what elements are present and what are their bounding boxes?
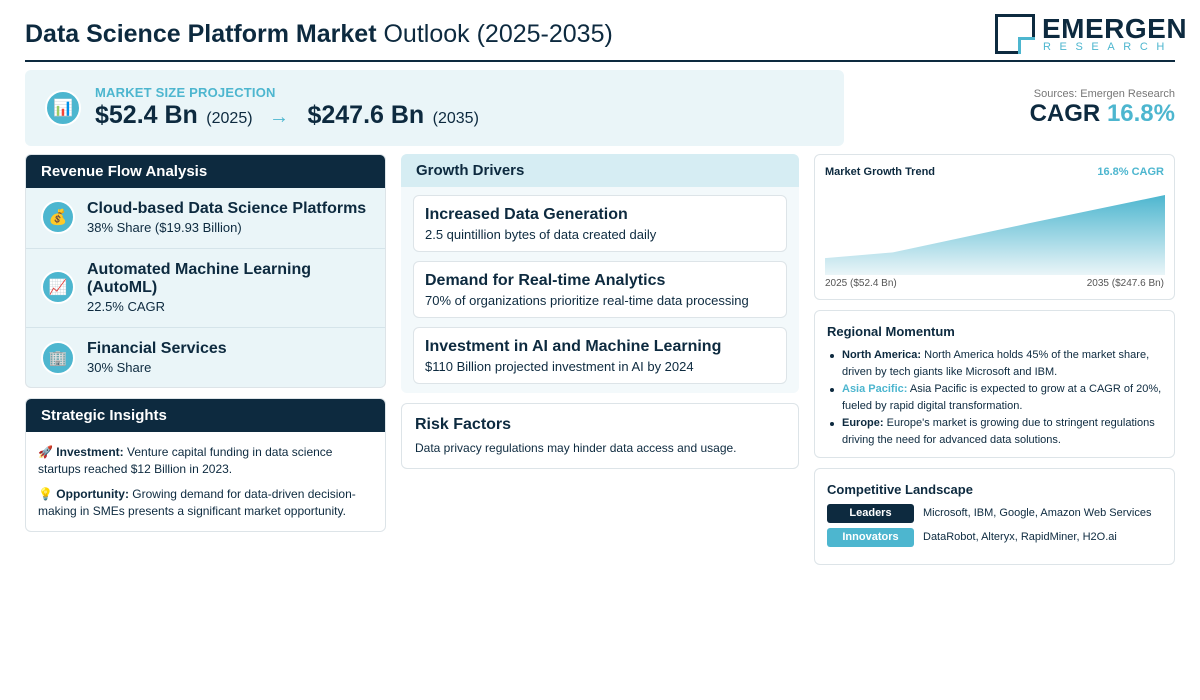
revenue-item: 📈 Automated Machine Learning (AutoML) 22… <box>26 249 385 328</box>
growth-drivers-card: Growth Drivers Increased Data Generation… <box>401 154 799 393</box>
region-name: North America: <box>842 349 922 361</box>
end-year: (2035) <box>432 110 479 127</box>
regional-momentum-card: Regional Momentum North America: North A… <box>814 310 1175 458</box>
revenue-flow-card: Revenue Flow Analysis 💰 Cloud-based Data… <box>25 154 386 388</box>
risk-sub: Data privacy regulations may hinder data… <box>415 441 737 455</box>
region-text: Europe's market is growing due to string… <box>842 417 1155 446</box>
end-value: $247.6 Bn <box>307 101 425 129</box>
insight-text: Growing demand for data-driven decision-… <box>38 487 356 518</box>
region-text: Asia Pacific is expected to grow at a CA… <box>842 383 1162 412</box>
bar-chart-icon: 📊 <box>45 90 81 126</box>
cagr-headline: CAGR 16.8% <box>1030 100 1175 128</box>
page-header: Data Science Platform Market Outlook (20… <box>25 10 1187 62</box>
risk-title: Risk Factors <box>415 416 512 433</box>
leaders-list: Microsoft, IBM, Google, Amazon Web Servi… <box>923 507 1152 519</box>
trend-start-label: 2025 ($52.4 Bn) <box>825 278 897 289</box>
insight-text: Venture capital funding in data science … <box>38 445 333 476</box>
revenue-item: 🏢 Financial Services 30% Share <box>26 328 385 387</box>
driver-sub: 2.5 quintillion bytes of data created da… <box>425 227 657 242</box>
revenue-item-title: Financial Services <box>87 340 227 357</box>
risk-factors-card: Risk Factors Data privacy regulations ma… <box>401 403 799 469</box>
sources-text: Sources: Emergen Research <box>1033 88 1175 100</box>
revenue-item-sub: 30% Share <box>87 360 152 375</box>
revenue-item-title: Automated Machine Learning (AutoML) <box>87 261 312 296</box>
driver-sub: 70% of organizations prioritize real-tim… <box>425 293 749 308</box>
page-title-rest: Outlook (2025-2035) <box>383 20 613 48</box>
region-item: Europe: Europe's market is growing due t… <box>827 415 1167 448</box>
regional-list: North America: North America holds 45% o… <box>827 347 1167 449</box>
trend-end-label: 2035 ($247.6 Bn) <box>1086 278 1164 289</box>
driver-title: Demand for Real-time Analytics <box>425 272 666 289</box>
emergen-logo: EMERGEN RESEARCH <box>995 13 1187 56</box>
cagr-value: 16.8% <box>1106 100 1175 127</box>
market-size-values: $52.4 Bn (2025) → $247.6 Bn (2035) <box>95 101 479 130</box>
revenue-item-sub: 38% Share ($19.93 Billion) <box>87 220 242 235</box>
revenue-item-title: Cloud-based Data Science Platforms <box>87 200 367 217</box>
innovators-list: DataRobot, Alteryx, RapidMiner, H2O.ai <box>923 531 1117 543</box>
insight-item: 💡 Opportunity: Growing demand for data-d… <box>38 486 373 520</box>
market-growth-trend-card: Market Growth Trend 16.8% CAGR 2025 ($52… <box>814 154 1175 300</box>
leaders-tag: Leaders <box>827 504 914 523</box>
competitive-landscape-card: Competitive Landscape Leaders Microsoft,… <box>814 468 1175 565</box>
strategic-insights-title: Strategic Insights <box>26 399 385 432</box>
region-name: Europe: <box>842 417 884 429</box>
arrow-right-icon: → <box>269 106 289 128</box>
competitive-title: Competitive Landscape <box>827 482 973 497</box>
start-value: $52.4 Bn <box>95 101 198 129</box>
insight-item: 🚀 Investment: Venture capital funding in… <box>38 444 373 478</box>
driver-item: Demand for Real-time Analytics 70% of or… <box>413 261 787 318</box>
market-size-banner: 📊 MARKET SIZE PROJECTION $52.4 Bn (2025)… <box>25 70 844 146</box>
region-name: Asia Pacific: <box>842 383 908 395</box>
driver-sub: $110 Billion projected investment in AI … <box>425 359 694 374</box>
driver-item: Investment in AI and Machine Learning $1… <box>413 327 787 384</box>
revenue-item: 💰 Cloud-based Data Science Platforms 38%… <box>26 188 385 249</box>
trend-chart-icon: 📈 <box>41 270 75 304</box>
growth-drivers-title: Growth Drivers <box>401 154 799 187</box>
revenue-flow-title: Revenue Flow Analysis <box>26 155 385 188</box>
trend-area-chart <box>825 195 1165 275</box>
page-title: Data Science Platform Market Outlook (20… <box>25 20 613 49</box>
trend-area <box>825 195 1165 275</box>
trend-title: Market Growth Trend <box>825 166 936 178</box>
trend-cagr: 16.8% CAGR <box>1097 166 1164 178</box>
revenue-item-sub: 22.5% CAGR <box>87 299 166 314</box>
driver-title: Increased Data Generation <box>425 206 628 223</box>
insight-label: Opportunity: <box>56 487 129 501</box>
logo-subtitle: RESEARCH <box>1043 41 1173 53</box>
lightbulb-icon: 💡 <box>38 487 53 501</box>
page-title-bold: Data Science Platform Market <box>25 20 377 48</box>
office-building-icon: 🏢 <box>41 341 75 375</box>
strategic-insights-card: Strategic Insights 🚀 Investment: Venture… <box>25 398 386 532</box>
driver-title: Investment in AI and Machine Learning <box>425 338 722 355</box>
region-item: Asia Pacific: Asia Pacific is expected t… <box>827 381 1167 414</box>
logo-mark-icon <box>995 14 1035 54</box>
money-bag-icon: 💰 <box>41 200 75 234</box>
region-text: North America holds 45% of the market sh… <box>842 349 1150 378</box>
innovators-tag: Innovators <box>827 528 914 547</box>
driver-item: Increased Data Generation 2.5 quintillio… <box>413 195 787 252</box>
regional-title: Regional Momentum <box>827 324 955 339</box>
rocket-icon: 🚀 <box>38 445 53 459</box>
cagr-label: CAGR <box>1029 100 1101 127</box>
start-year: (2025) <box>206 110 253 127</box>
logo-wordmark: EMERGEN <box>1042 13 1188 44</box>
insight-label: Investment: <box>56 445 124 459</box>
market-size-label: MARKET SIZE PROJECTION <box>95 85 276 100</box>
region-item: North America: North America holds 45% o… <box>827 347 1167 380</box>
